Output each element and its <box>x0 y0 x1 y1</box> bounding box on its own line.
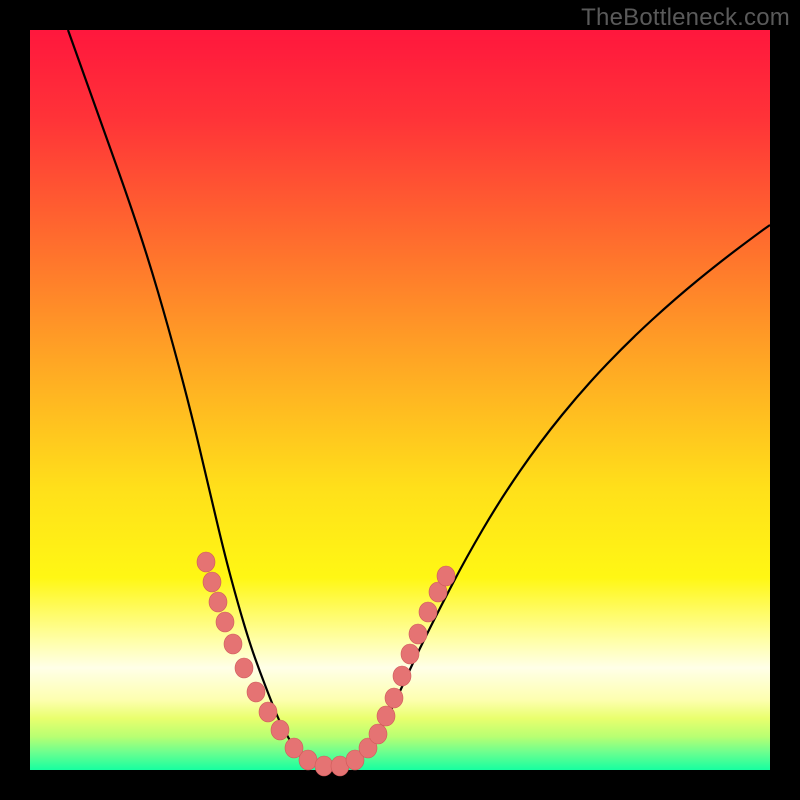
curve-marker <box>235 658 253 678</box>
curve-marker <box>315 756 333 776</box>
chart-frame: TheBottleneck.com <box>0 0 800 800</box>
curve-marker <box>409 624 427 644</box>
curve-marker <box>203 572 221 592</box>
curve-marker <box>377 706 395 726</box>
curve-marker <box>259 702 277 722</box>
curve-marker <box>197 552 215 572</box>
curve-marker <box>369 724 387 744</box>
curve-marker <box>299 750 317 770</box>
curve-marker <box>247 682 265 702</box>
curve-marker <box>393 666 411 686</box>
curve-marker <box>216 612 234 632</box>
curve-marker <box>224 634 242 654</box>
curve-marker <box>437 566 455 586</box>
curve-marker <box>271 720 289 740</box>
watermark-label: TheBottleneck.com <box>581 4 790 32</box>
chart-svg <box>0 0 800 800</box>
curve-marker <box>401 644 419 664</box>
plot-background <box>30 30 770 770</box>
curve-marker <box>209 592 227 612</box>
curve-marker <box>419 602 437 622</box>
curve-marker <box>385 688 403 708</box>
